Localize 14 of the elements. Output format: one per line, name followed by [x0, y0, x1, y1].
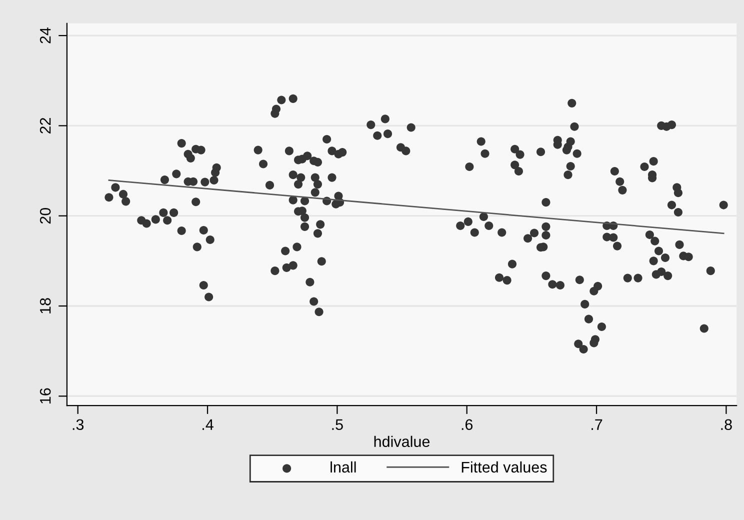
x-tick-label: .6	[462, 419, 473, 430]
x-tick-label: .4	[202, 419, 214, 430]
x-tick-label: .3	[72, 419, 84, 430]
legend-label: Fitted values	[462, 461, 547, 473]
x-tick-label: .8	[721, 419, 732, 430]
y-tick-label: 18	[40, 298, 51, 314]
y-tick-label: 16	[40, 388, 51, 404]
x-axis-title: hdivalue	[374, 436, 430, 448]
x-tick-label: .5	[332, 419, 343, 430]
text: lnall	[330, 461, 356, 473]
y-tick-label: 24	[40, 28, 51, 44]
y-tick-label: 22	[40, 118, 51, 134]
x-tick-label: .7	[592, 419, 602, 430]
y-tick-label: 20	[40, 208, 51, 224]
